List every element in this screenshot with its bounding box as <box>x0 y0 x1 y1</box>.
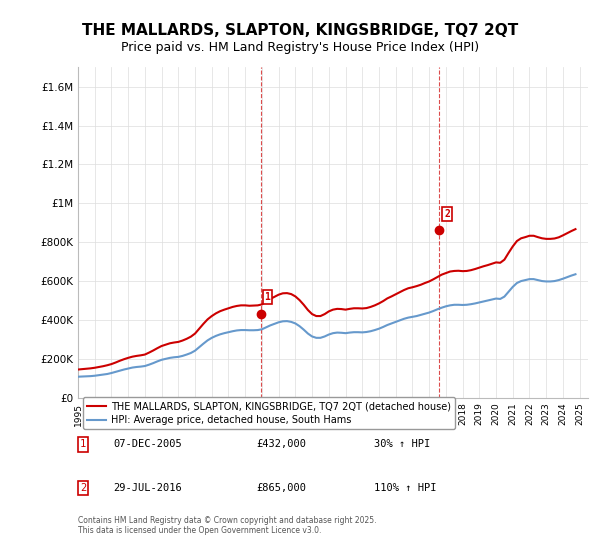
Text: 29-JUL-2016: 29-JUL-2016 <box>114 483 182 493</box>
Text: 2: 2 <box>80 483 86 493</box>
Legend: THE MALLARDS, SLAPTON, KINGSBRIDGE, TQ7 2QT (detached house), HPI: Average price: THE MALLARDS, SLAPTON, KINGSBRIDGE, TQ7 … <box>83 398 455 429</box>
Text: THE MALLARDS, SLAPTON, KINGSBRIDGE, TQ7 2QT: THE MALLARDS, SLAPTON, KINGSBRIDGE, TQ7 … <box>82 24 518 38</box>
Text: Price paid vs. HM Land Registry's House Price Index (HPI): Price paid vs. HM Land Registry's House … <box>121 41 479 54</box>
Text: 30% ↑ HPI: 30% ↑ HPI <box>374 440 430 450</box>
Text: 1: 1 <box>265 292 271 302</box>
Text: 2: 2 <box>444 209 450 219</box>
Text: £865,000: £865,000 <box>257 483 307 493</box>
Text: Contains HM Land Registry data © Crown copyright and database right 2025.
This d: Contains HM Land Registry data © Crown c… <box>78 516 377 535</box>
Text: 110% ↑ HPI: 110% ↑ HPI <box>374 483 436 493</box>
Text: £432,000: £432,000 <box>257 440 307 450</box>
Text: 07-DEC-2005: 07-DEC-2005 <box>114 440 182 450</box>
Text: 1: 1 <box>80 440 86 450</box>
